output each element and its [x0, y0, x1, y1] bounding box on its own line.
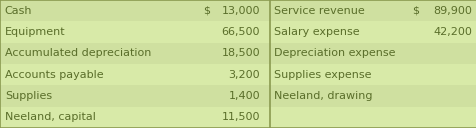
Text: Supplies: Supplies [5, 91, 52, 101]
Text: Supplies expense: Supplies expense [274, 70, 371, 80]
Text: 1,400: 1,400 [228, 91, 259, 101]
FancyBboxPatch shape [0, 85, 476, 107]
FancyBboxPatch shape [0, 43, 476, 64]
Text: Neeland, capital: Neeland, capital [5, 112, 96, 122]
Text: Cash: Cash [5, 6, 32, 16]
Text: Accumulated depreciation: Accumulated depreciation [5, 48, 151, 58]
Text: 66,500: 66,500 [221, 27, 259, 37]
Text: Accounts payable: Accounts payable [5, 70, 103, 80]
Text: $: $ [412, 6, 419, 16]
Text: 42,200: 42,200 [433, 27, 471, 37]
Text: 18,500: 18,500 [221, 48, 259, 58]
FancyBboxPatch shape [0, 64, 476, 85]
FancyBboxPatch shape [0, 107, 476, 128]
Text: 3,200: 3,200 [228, 70, 259, 80]
FancyBboxPatch shape [0, 21, 476, 43]
Text: Equipment: Equipment [5, 27, 65, 37]
Text: 11,500: 11,500 [221, 112, 259, 122]
Text: 89,900: 89,900 [433, 6, 471, 16]
Text: $: $ [202, 6, 209, 16]
Text: Service revenue: Service revenue [274, 6, 364, 16]
FancyBboxPatch shape [0, 0, 476, 21]
Text: Neeland, drawing: Neeland, drawing [274, 91, 372, 101]
Text: 13,000: 13,000 [221, 6, 259, 16]
Text: Salary expense: Salary expense [274, 27, 359, 37]
Text: Depreciation expense: Depreciation expense [274, 48, 395, 58]
